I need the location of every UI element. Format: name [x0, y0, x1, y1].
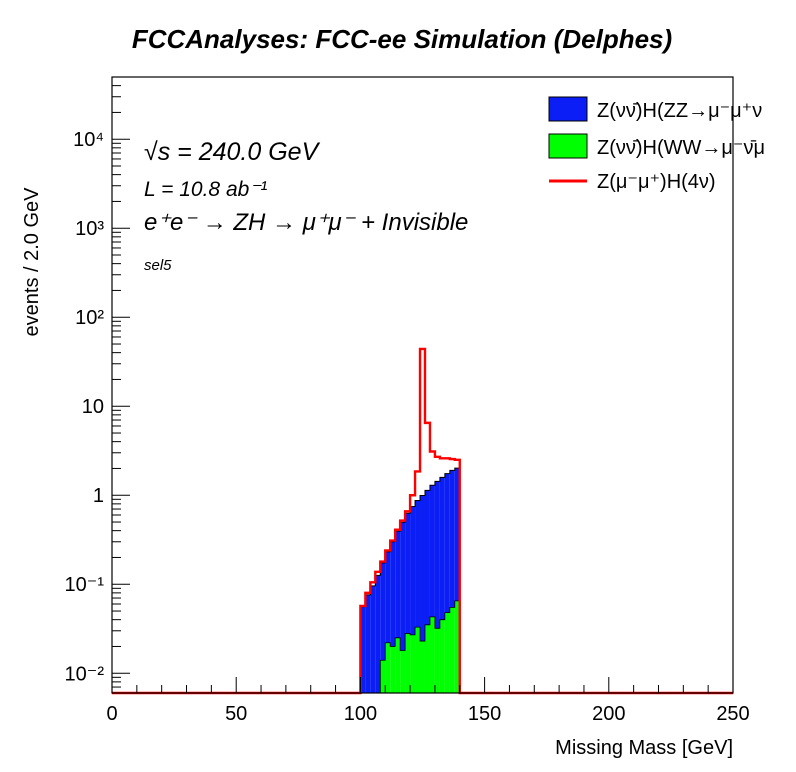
ww-bin: [429, 616, 435, 693]
zz-bin: [365, 594, 371, 693]
zz-bin: [429, 485, 435, 617]
ww-bin: [395, 637, 401, 693]
ww-bin: [449, 607, 455, 693]
ww-bin: [424, 624, 430, 693]
luminosity-annotation: L = 10.8 ab⁻¹: [144, 178, 267, 201]
ww-bin: [454, 600, 460, 693]
process-annotation: e⁺e⁻ → ZH → μ⁺μ⁻ + Invisible: [144, 209, 468, 236]
ww-bin: [380, 660, 386, 693]
ww-bin: [420, 641, 425, 693]
chart-title: FCCAnalyses: FCC-ee Simulation (Delphes): [132, 24, 672, 54]
ww-bin: [390, 646, 396, 693]
signal-line: [112, 347, 733, 695]
zz-bin: [370, 585, 376, 693]
x-tick-label: 0: [106, 703, 117, 725]
ww-bin: [415, 627, 421, 693]
zz-bin: [449, 470, 455, 608]
ww-bin: [444, 612, 450, 693]
zz-bin: [424, 490, 430, 625]
zz-bin: [434, 481, 440, 629]
legend-swatch-ww: [548, 133, 588, 159]
selection-annotation: sel5: [144, 257, 172, 274]
x-tick-label: 100: [344, 703, 377, 725]
y-tick-label: 10⁻²: [65, 663, 105, 685]
x-tick-label: 200: [592, 703, 625, 725]
zz-bin: [444, 473, 450, 613]
zz-bin: [395, 531, 401, 638]
y-tick-label: 10³: [75, 218, 104, 240]
legend: Z(νν̄)H(ZZ→μ⁻μ⁺ν Z(νν̄)H(WW→μ⁻ν̄μ Z(μ⁻μ⁺…: [548, 96, 765, 193]
x-axis: 0 50 100 150 200 250: [106, 677, 750, 725]
zz-bin: [390, 541, 396, 647]
x-axis-label: Missing Mass [GeV]: [555, 737, 733, 759]
zz-bin: [454, 468, 460, 601]
ww-outline: [112, 600, 733, 694]
ww-bin: [405, 633, 411, 693]
y-tick-label: 10⁴: [73, 129, 104, 151]
y-axis: 10⁻² 10⁻¹ 1 10 10² 10³ 10⁴: [65, 76, 130, 694]
zz-bin: [420, 495, 425, 642]
legend-swatch-zz: [548, 96, 588, 122]
x-tick-label: 150: [468, 703, 501, 725]
legend-label-zz: Z(νν̄)H(ZZ→μ⁻μ⁺ν: [597, 100, 762, 122]
y-axis-label: events / 2.0 GeV: [21, 187, 43, 337]
y-tick-label: 10²: [75, 307, 104, 329]
zz-bin: [385, 551, 391, 643]
legend-label-signal: Z(μ⁻μ⁺)H(4ν): [597, 171, 716, 193]
zz-bin: [360, 606, 366, 693]
ww-bin: [410, 634, 416, 693]
plot-area: [112, 347, 733, 695]
y-tick-label: 10⁻¹: [65, 574, 105, 596]
zz-bin: [439, 477, 445, 620]
ww-bin: [400, 650, 406, 693]
zz-bin: [375, 575, 381, 693]
zz-bin: [405, 513, 411, 634]
x-tick-label: 250: [716, 703, 749, 725]
y-tick-label: 1: [93, 485, 104, 507]
zz-bin: [380, 562, 386, 661]
ww-bin: [434, 628, 440, 693]
plot-frame: [111, 76, 734, 694]
zz-bin: [400, 522, 406, 651]
y-tick-label: 10: [82, 396, 104, 418]
sqrt-s-annotation: √s = 240.0 GeV: [144, 138, 321, 166]
ww-bin: [439, 619, 445, 693]
ww-bin: [385, 642, 391, 693]
x-tick-label: 50: [225, 703, 247, 725]
zz-bin: [415, 500, 421, 628]
zz-bin: [410, 506, 416, 635]
legend-label-ww: Z(νν̄)H(WW→μ⁻ν̄μ: [597, 137, 765, 159]
